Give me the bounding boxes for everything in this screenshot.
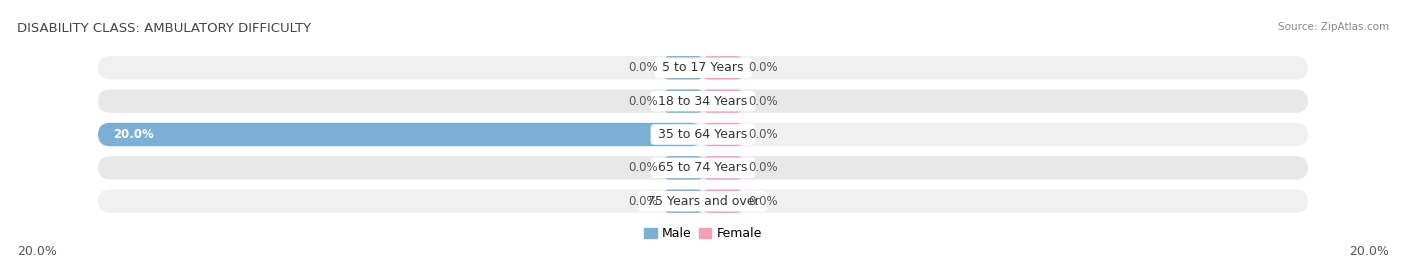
Text: 0.0%: 0.0% (748, 195, 778, 208)
Text: 0.0%: 0.0% (628, 161, 658, 174)
Legend: Male, Female: Male, Female (640, 222, 766, 245)
Text: 0.0%: 0.0% (748, 61, 778, 74)
Text: DISABILITY CLASS: AMBULATORY DIFFICULTY: DISABILITY CLASS: AMBULATORY DIFFICULTY (17, 22, 311, 34)
FancyBboxPatch shape (703, 190, 742, 213)
FancyBboxPatch shape (703, 56, 742, 79)
Text: 0.0%: 0.0% (628, 61, 658, 74)
FancyBboxPatch shape (664, 190, 703, 213)
FancyBboxPatch shape (703, 90, 742, 113)
FancyBboxPatch shape (98, 123, 703, 146)
FancyBboxPatch shape (98, 156, 1308, 179)
FancyBboxPatch shape (98, 90, 1308, 113)
Text: 35 to 64 Years: 35 to 64 Years (654, 128, 752, 141)
FancyBboxPatch shape (98, 190, 1308, 213)
Text: 65 to 74 Years: 65 to 74 Years (654, 161, 752, 174)
Text: Source: ZipAtlas.com: Source: ZipAtlas.com (1278, 22, 1389, 31)
Text: 0.0%: 0.0% (748, 161, 778, 174)
Text: 0.0%: 0.0% (748, 128, 778, 141)
Text: 20.0%: 20.0% (1350, 245, 1389, 258)
FancyBboxPatch shape (664, 90, 703, 113)
Text: 20.0%: 20.0% (112, 128, 153, 141)
FancyBboxPatch shape (703, 123, 742, 146)
FancyBboxPatch shape (98, 123, 1308, 146)
Text: 0.0%: 0.0% (748, 95, 778, 108)
Text: 0.0%: 0.0% (628, 95, 658, 108)
Text: 20.0%: 20.0% (17, 245, 56, 258)
Text: 18 to 34 Years: 18 to 34 Years (654, 95, 752, 108)
FancyBboxPatch shape (98, 56, 1308, 79)
FancyBboxPatch shape (703, 156, 742, 179)
FancyBboxPatch shape (664, 56, 703, 79)
Text: 5 to 17 Years: 5 to 17 Years (658, 61, 748, 74)
Text: 0.0%: 0.0% (628, 195, 658, 208)
Text: 75 Years and over: 75 Years and over (643, 195, 763, 208)
FancyBboxPatch shape (664, 156, 703, 179)
